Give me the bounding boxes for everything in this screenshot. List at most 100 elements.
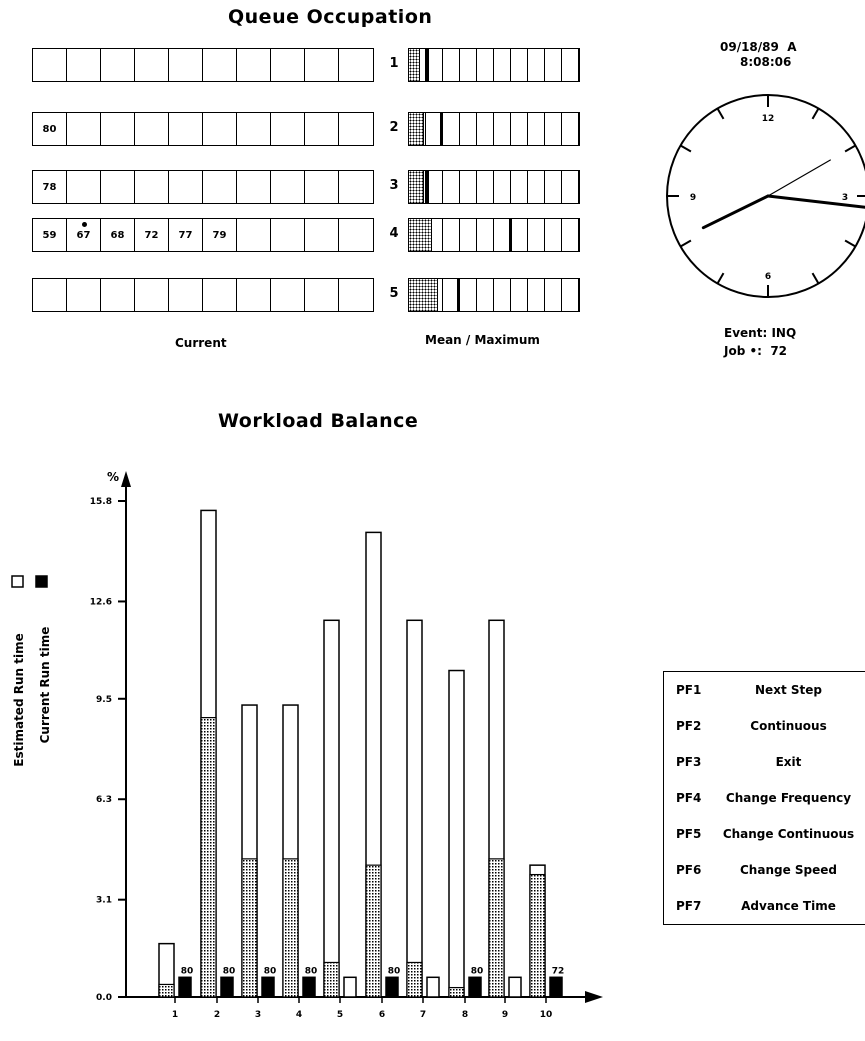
mean-max-cell [426, 219, 443, 251]
queue-number: 2 [389, 120, 399, 135]
current-runtime-bar [529, 873, 546, 998]
queue-cell [339, 49, 373, 81]
mean-max-cell [494, 113, 511, 145]
queue-cell [67, 113, 101, 145]
mean-max-row-3 [408, 170, 580, 204]
workload-balance-title: Workload Balance [218, 410, 419, 432]
queue-bar-label: 80 [471, 966, 484, 976]
mean-max-cell [409, 113, 426, 145]
queue-number: 5 [389, 286, 399, 301]
queue-bar-label: 80 [305, 966, 318, 976]
y-tick-label: 12.6 [90, 597, 112, 607]
y-axis-arrow-icon [121, 471, 131, 487]
queue-cell: 78 [33, 171, 67, 203]
queue-indicator-bar [261, 976, 275, 998]
x-tick-label: 2 [214, 1010, 220, 1020]
mean-max-cell [443, 219, 460, 251]
queue-indicator-bar [343, 976, 357, 998]
queue-cell [271, 279, 305, 311]
queue-cell [237, 219, 271, 251]
x-tick-label: 4 [296, 1010, 302, 1020]
queue-bar-label: 80 [223, 966, 236, 976]
queue-cell [169, 113, 203, 145]
y-tick-label: 15.8 [90, 497, 112, 507]
queue-cell [271, 219, 305, 251]
queue-cell [67, 279, 101, 311]
clock-numeral: 9 [690, 193, 696, 203]
max-marker [426, 49, 429, 81]
mean-max-cell [511, 113, 528, 145]
clock-numeral: 3 [842, 193, 848, 203]
queue-cell [237, 279, 271, 311]
pf-key-4[interactable]: PF4 Change Frequency [664, 780, 865, 816]
pf-key-5[interactable]: PF5 Change Continuous [664, 816, 865, 852]
max-marker [509, 219, 512, 251]
estimated-runtime-bar [406, 619, 423, 998]
queue-cell [135, 279, 169, 311]
mean-max-cell [545, 113, 562, 145]
mean-max-cell [562, 49, 579, 81]
queue-cell: 79 [203, 219, 237, 251]
pf-key-action: Next Step [755, 683, 822, 697]
y-tick-label: 0.0 [96, 993, 112, 1003]
mean-max-cell [477, 49, 494, 81]
current-runtime-bar [241, 858, 258, 998]
mean-max-cell [528, 171, 545, 203]
legend-current: Current Run time [38, 627, 52, 744]
x-tick-label: 5 [337, 1010, 343, 1020]
clock-tick [716, 272, 725, 284]
queue-cell [203, 279, 237, 311]
mean-max-cell [409, 171, 426, 203]
pf-key-action: Change Speed [740, 863, 837, 877]
pf-key-3[interactable]: PF3 Exit [664, 744, 865, 780]
pf-key-action: Change Frequency [725, 791, 852, 805]
pf-key-2[interactable]: PF2 Continuous [664, 708, 865, 744]
pf-key-1[interactable]: PF1 Next Step [664, 672, 865, 708]
mean-max-cell [443, 171, 460, 203]
queue-cell [339, 219, 373, 251]
pf-key-action: Continuous [750, 719, 827, 733]
queue-cell: 68 [101, 219, 135, 251]
job-value: 72 [770, 344, 788, 358]
mean-max-cell [562, 113, 579, 145]
legend-current-label: Current Run time [38, 627, 52, 744]
x-tick-label: 1 [172, 1010, 178, 1020]
clock-tick [811, 272, 820, 284]
clock-date-line: 09/18/89 A [720, 40, 797, 54]
clock-date: 09/18/89 [720, 40, 779, 54]
x-tick-label: 9 [502, 1010, 508, 1020]
mean-fill-bar [409, 49, 420, 81]
event-label: Event: [724, 326, 768, 340]
queue-cell [135, 171, 169, 203]
clock-tick [680, 144, 692, 153]
queue-cell [305, 171, 339, 203]
mean-max-cell [545, 219, 562, 251]
estimated-runtime-bar [448, 669, 465, 998]
y-tick-label: 3.1 [96, 896, 112, 906]
pf-key-action: Advance Time [741, 899, 836, 913]
pf-key-6[interactable]: PF6 Change Speed [664, 852, 865, 888]
mean-max-cell [443, 49, 460, 81]
queue-cell [135, 49, 169, 81]
mean-max-cell [426, 279, 443, 311]
queue-number: 1 [389, 56, 399, 71]
clock-time: 8:08:06 [740, 55, 792, 69]
mean-max-cell [477, 113, 494, 145]
workload-chart: % 0.0 3.1 6.3 9.5 12.6 15.8 1 80 2 80 3 80 4 80 5 6 80 7 8 8… [11, 470, 603, 1020]
mean-max-cell [426, 171, 443, 203]
legend-estimated-label: Estimated Run time [12, 633, 26, 766]
job-line: Job •: 72 [724, 344, 787, 358]
queue-cell: 67 [67, 219, 101, 251]
x-axis-arrow-icon [585, 991, 603, 1003]
mean-max-cell [477, 171, 494, 203]
clock-tick [811, 108, 820, 120]
queue-cell [169, 49, 203, 81]
mean-max-cell [528, 49, 545, 81]
mean-max-cell [477, 279, 494, 311]
current-runtime-bar [158, 983, 175, 998]
queue-cell [203, 171, 237, 203]
pf-key-7[interactable]: PF7 Advance Time [664, 888, 865, 924]
queue-cell [135, 113, 169, 145]
x-tick-label: 8 [462, 1010, 468, 1020]
second-hand [767, 159, 831, 197]
